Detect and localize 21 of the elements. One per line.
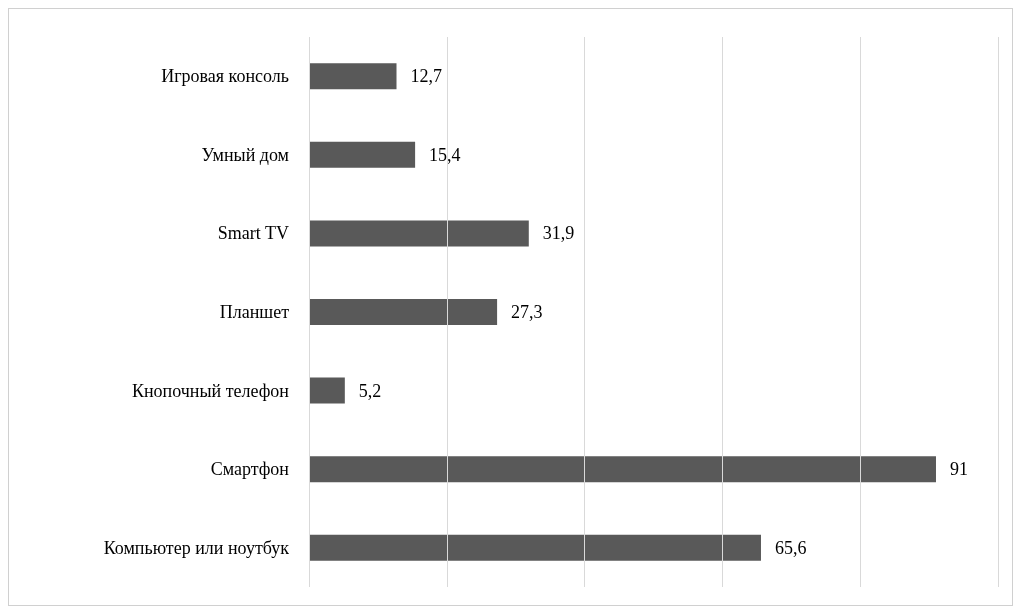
y-tick-label: Умный дом [201, 144, 289, 165]
data-label: 27,3 [511, 302, 543, 322]
bar [309, 377, 345, 404]
data-label: 5,2 [358, 380, 382, 401]
bar [309, 141, 416, 168]
bar [309, 63, 397, 90]
bar [309, 456, 936, 483]
bar [309, 299, 498, 325]
data-label: 15,4 [429, 144, 461, 165]
y-tick-label: Планшет [219, 302, 290, 322]
y-tick-label: Smart TV [217, 223, 289, 244]
bar [309, 534, 761, 561]
y-tick-label: Компьютер или ноутбук [103, 537, 290, 558]
y-tick-label: Кнопочный телефон [131, 380, 290, 401]
bar [309, 220, 529, 247]
y-tick-label: Смартфон [210, 459, 290, 480]
data-label: 91 [949, 459, 968, 480]
y-tick-label: Игровая консоль [161, 66, 289, 87]
data-label: 12,7 [410, 66, 442, 87]
data-label: 65,6 [774, 537, 807, 558]
data-label: 31,9 [542, 223, 575, 244]
